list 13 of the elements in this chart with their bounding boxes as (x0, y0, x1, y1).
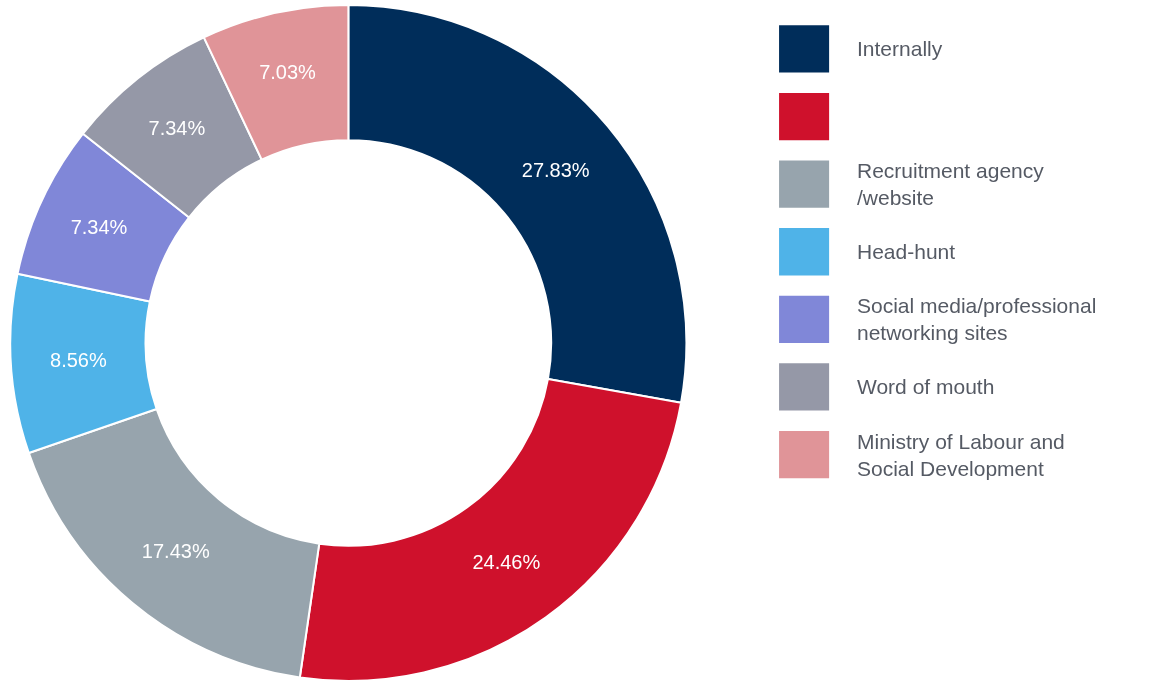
legend-label: Recruitment agency /website (857, 159, 1045, 210)
legend-label: Ministry of Labour and Social Development (857, 430, 1065, 481)
data-label: 27.83% (521, 158, 590, 181)
data-label: 7.34% (70, 215, 128, 238)
data-label: 8.56% (50, 348, 107, 371)
legend-label: Head-hunt (857, 240, 956, 263)
legend-label: Word of mouth (857, 375, 995, 398)
data-label: 24.46% (472, 551, 541, 574)
data-label: 17.43% (141, 540, 210, 563)
data-label: 7.34% (148, 116, 206, 139)
data-label: 7.03% (259, 61, 317, 84)
legend-label: Social media/professional networking sites (857, 294, 1097, 345)
legend-label: Internally (857, 37, 943, 60)
